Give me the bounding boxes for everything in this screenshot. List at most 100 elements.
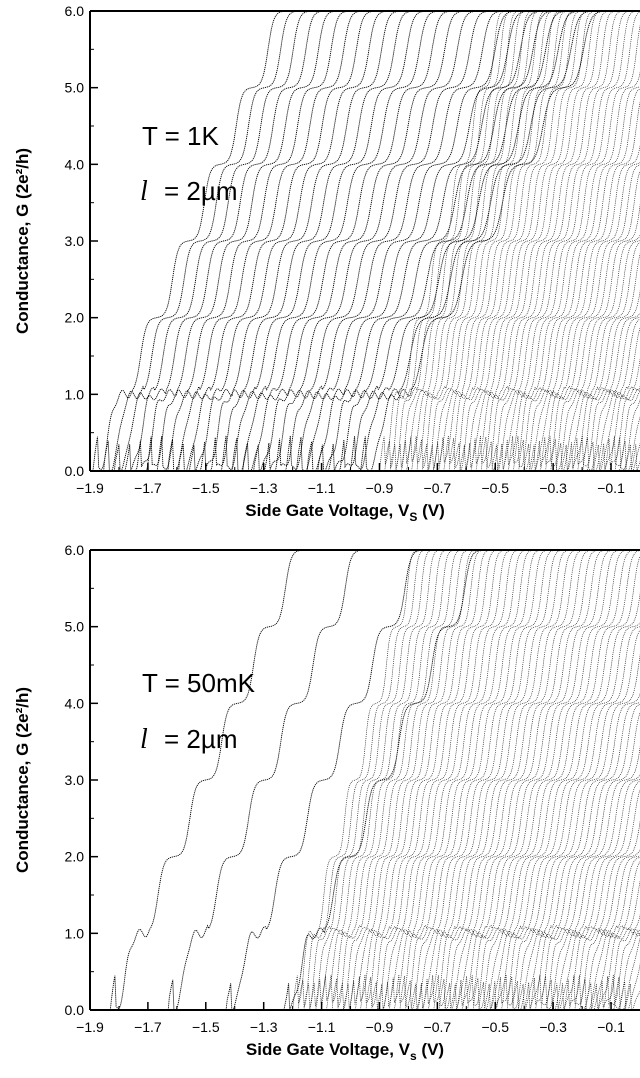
conductance-trace	[580, 879, 640, 1010]
conductance-trace	[354, 550, 640, 1010]
conductance-trace	[561, 289, 640, 471]
traces-group	[90, 11, 640, 471]
x-tick-label: −0.7	[424, 1019, 452, 1035]
traces-group	[104, 550, 640, 1010]
conductance-trace	[97, 11, 640, 471]
conductance-trace	[286, 550, 640, 1010]
x-axis-label-unit: (V)	[417, 1040, 444, 1059]
conductance-trace	[490, 629, 640, 1010]
conductance-trace	[183, 11, 640, 471]
conductance-trace	[529, 773, 640, 1010]
conductance-trace	[555, 252, 640, 471]
conductance-trace	[365, 550, 640, 1010]
conductance-trace	[470, 11, 640, 471]
conductance-trace	[486, 24, 640, 471]
x-tick-label: −1.3	[250, 1019, 278, 1035]
x-tick-label: −1.9	[76, 1019, 104, 1035]
length-symbol: l	[140, 176, 148, 207]
conductance-trace	[315, 550, 640, 1010]
x-tick-label: −0.1	[597, 480, 625, 496]
x-tick-label: −0.3	[539, 480, 567, 496]
conductance-trace	[512, 703, 640, 1010]
length-symbol: l	[140, 724, 148, 755]
conductance-trace	[539, 234, 640, 471]
conductance-trace	[461, 550, 640, 1010]
temperature-annotation: T = 1K	[142, 121, 220, 151]
conductance-trace	[247, 11, 640, 471]
conductance-trace	[577, 318, 640, 471]
chart-panel-bottom: 0.0 1.0 2.0 3.0 4.0 5.0 6.0 −1.9 −1.7 −1.5 −1.3 −1.…	[0, 539, 640, 1078]
conductance-trace	[475, 11, 640, 471]
y-tick-label: 3.0	[65, 233, 85, 249]
conductance-trace	[593, 385, 640, 471]
y-axis-label: Conductance, G (2e²/h)	[13, 148, 32, 334]
y-tick-label: 0.0	[65, 463, 85, 479]
x-axis-label: Side Gate Voltage, VS (V)	[245, 501, 444, 524]
conductance-trace	[292, 550, 640, 1010]
conductance-trace	[598, 389, 640, 471]
x-tick-label: −1.1	[308, 1019, 336, 1035]
conductance-trace	[432, 11, 640, 471]
conductance-trace	[298, 550, 640, 1010]
conductance-trace	[279, 11, 640, 471]
conductance-trace	[332, 550, 640, 1010]
conductance-trace	[571, 316, 640, 471]
conductance-trace	[495, 653, 640, 1010]
x-tick-label: −1.9	[76, 480, 104, 496]
x-axis-label: Side Gate Voltage, Vs (V)	[246, 1040, 444, 1063]
conductance-trace	[389, 11, 640, 471]
y-tick-label: 0.0	[65, 1002, 85, 1018]
x-tick-label: −1.1	[308, 480, 336, 496]
conductance-trace	[309, 550, 640, 1010]
conductance-trace	[557, 848, 640, 1010]
conductance-trace	[529, 170, 640, 471]
conductance-chart-top: 0.0 1.0 2.0 3.0 4.0 5.0 6.0 −1.9 −1.7 −1.5 −1.3 −1.…	[13, 3, 640, 524]
conductance-trace	[608, 937, 640, 1010]
conductance-trace	[411, 550, 640, 1010]
conductance-trace	[269, 11, 640, 471]
conductance-trace	[433, 550, 640, 1010]
conductance-trace	[258, 11, 640, 471]
conductance-trace	[443, 11, 640, 471]
conductance-trace	[535, 779, 640, 1010]
x-axis-label-main: Side Gate Voltage, V	[246, 1040, 411, 1059]
y-tick-label: 3.0	[65, 772, 85, 788]
x-tick-label: −1.5	[192, 480, 220, 496]
y-tick-label: 4.0	[65, 156, 85, 172]
conductance-trace	[151, 11, 640, 471]
conductance-trace	[586, 913, 640, 1010]
conductance-trace	[172, 11, 640, 471]
conductance-trace	[480, 11, 640, 471]
conductance-trace	[90, 11, 640, 471]
conductance-trace	[129, 11, 640, 471]
conductance-trace	[395, 11, 640, 471]
conductance-trace	[566, 312, 640, 471]
conductance-trace	[416, 11, 640, 471]
conductance-trace	[546, 788, 640, 1010]
x-tick-label: −1.7	[134, 1019, 162, 1035]
y-tick-label: 2.0	[65, 849, 85, 865]
x-tick-label: −0.5	[481, 480, 509, 496]
x-tick-label: −0.5	[481, 1019, 509, 1035]
conductance-trace	[421, 11, 640, 471]
conductance-chart-bottom: 0.0 1.0 2.0 3.0 4.0 5.0 6.0 −1.9 −1.7 −1.5 −1.3 −1.…	[13, 542, 640, 1063]
conductance-trace	[444, 550, 640, 1010]
conductance-trace	[501, 692, 640, 1010]
x-axis-label-unit: (V)	[417, 501, 444, 520]
length-annotation: = 2µm	[164, 724, 238, 754]
x-tick-label: −0.9	[366, 480, 394, 496]
conductance-trace	[620, 442, 640, 471]
conductance-trace	[448, 11, 640, 471]
x-axis-label-sub: S	[409, 510, 417, 524]
y-tick-label: 2.0	[65, 310, 85, 326]
x-axis-label-sub: s	[410, 1049, 417, 1063]
x-tick-label: −0.1	[597, 1019, 625, 1035]
conductance-trace	[473, 591, 640, 1010]
conductance-trace	[619, 983, 640, 1010]
conductance-trace	[550, 242, 640, 471]
conductance-trace	[162, 550, 640, 1010]
conductance-trace	[416, 550, 640, 1010]
conductance-trace	[344, 11, 640, 471]
y-tick-label: 6.0	[65, 542, 85, 558]
conductance-trace	[507, 100, 640, 471]
